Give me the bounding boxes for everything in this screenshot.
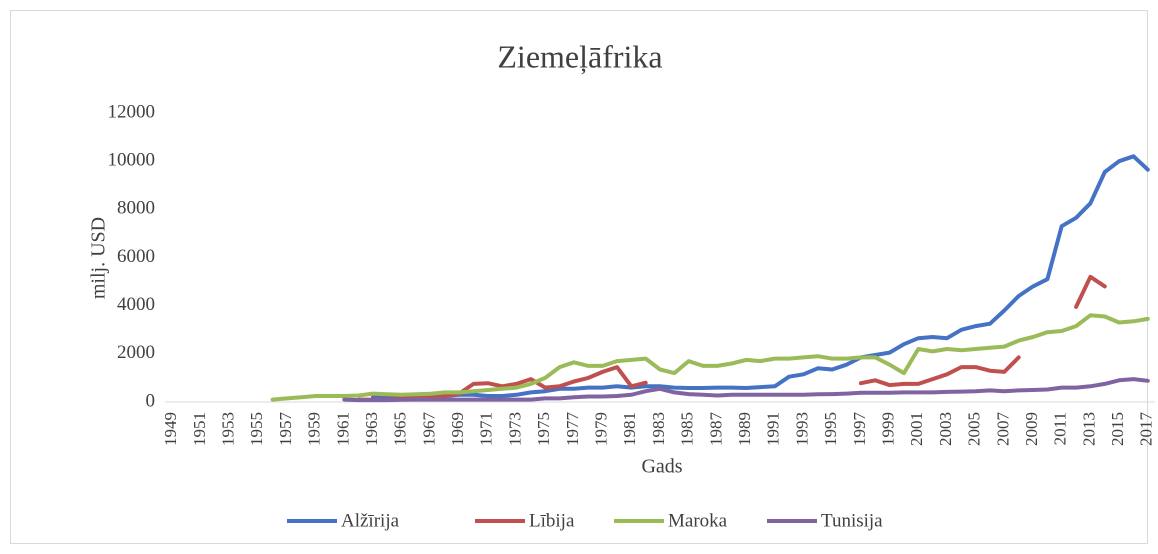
x-tick-label: 1973 <box>505 412 524 446</box>
x-tick-label: 1999 <box>878 412 897 446</box>
legend-label: Lībija <box>529 510 575 531</box>
x-tick-label: 1989 <box>735 412 754 446</box>
x-tick-label: 2017 <box>1137 412 1156 447</box>
series-line <box>371 154 1150 400</box>
series-line <box>342 377 1150 403</box>
x-tick-label: 1985 <box>678 412 697 446</box>
chart-frame <box>10 10 1148 544</box>
legend-label: Maroka <box>668 510 728 531</box>
x-tick-label: 1957 <box>276 412 295 447</box>
x-tick-label: 2015 <box>1108 412 1127 446</box>
x-tick-label: 2001 <box>907 412 926 446</box>
x-tick-label: 1953 <box>218 412 237 446</box>
chart-title: Ziemeļāfrika <box>497 38 662 74</box>
x-tick-label: 1975 <box>534 412 553 446</box>
x-tick-label: 1991 <box>764 412 783 446</box>
x-tick-label: 1955 <box>247 412 266 446</box>
x-tick-label: 2013 <box>1079 412 1098 446</box>
x-tick-label: 1965 <box>391 412 410 446</box>
x-tick-label: 1959 <box>305 412 324 446</box>
y-tick-label: 0 <box>146 390 156 411</box>
x-tick-label: 1983 <box>649 412 668 446</box>
y-tick-label: 6000 <box>117 246 155 267</box>
x-tick-label: 1993 <box>792 412 811 446</box>
x-axis-label: Gads <box>641 456 682 478</box>
x-tick-label: 1995 <box>821 412 840 446</box>
y-axis-label: milj. USD <box>88 217 110 299</box>
x-tick-label: 1969 <box>448 412 467 446</box>
x-tick-label: 1963 <box>362 412 381 446</box>
x-tick-label: 2005 <box>965 412 984 446</box>
x-tick-label: 2009 <box>1022 412 1041 446</box>
x-tick-label: 1981 <box>620 412 639 446</box>
y-tick-label: 10000 <box>108 150 156 171</box>
x-tick-label: 1967 <box>419 412 438 447</box>
x-tick-label: 1971 <box>477 412 496 446</box>
x-tick-label: 1987 <box>706 412 725 447</box>
series-line <box>1074 274 1107 309</box>
legend-label: Alžīrija <box>341 510 400 531</box>
y-tick-label: 12000 <box>108 101 156 122</box>
series-line <box>270 313 1150 402</box>
y-tick-label: 4000 <box>117 294 155 315</box>
x-tick-label: 1997 <box>850 412 869 447</box>
x-tick-label: 1979 <box>592 412 611 446</box>
x-tick-label: 2003 <box>936 412 955 446</box>
legend-label: Tunisija <box>821 510 883 531</box>
x-tick-label: 1961 <box>333 412 352 446</box>
x-tick-label: 1951 <box>190 412 209 446</box>
x-tick-label: 2011 <box>1051 412 1070 445</box>
x-tick-label: 2007 <box>993 412 1012 447</box>
y-tick-label: 2000 <box>117 342 155 363</box>
x-tick-label: 1977 <box>563 412 582 447</box>
y-tick-label: 8000 <box>117 198 155 219</box>
x-tick-label: 1949 <box>161 412 180 446</box>
series-line <box>858 355 1021 388</box>
